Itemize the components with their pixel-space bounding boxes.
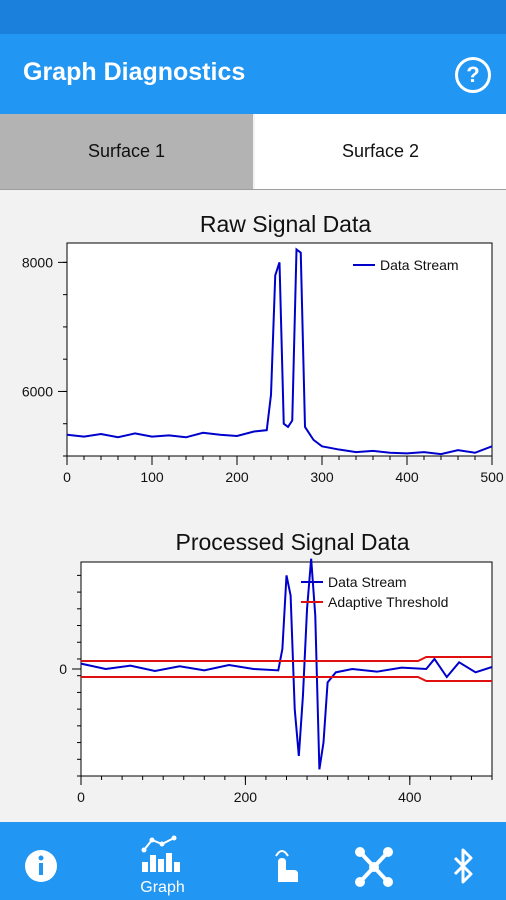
nav-item-network[interactable]: [325, 822, 426, 900]
tab-surface-2[interactable]: Surface 2: [255, 114, 506, 189]
surface-tabs: Surface 1 Surface 2: [0, 114, 506, 190]
threshold-upper-line: [81, 655, 492, 662]
x-tick-label: 400: [398, 789, 422, 805]
x-tick-label: 500: [480, 469, 504, 485]
legend-label: Adaptive Threshold: [328, 594, 448, 610]
charts-canvas: Raw Signal Data 0 100 200 300 400 500 6000 8000 D…: [22, 211, 504, 805]
nav-item-info[interactable]: [0, 822, 101, 900]
chart-area: Raw Signal Data 0 100 200 300 400 500 6000 8000 D…: [0, 190, 506, 822]
app-bar: Graph Diagnostics ?: [0, 34, 506, 114]
nav-item-bluetooth[interactable]: [412, 822, 506, 900]
bottom-nav: Graph: [0, 822, 506, 900]
chart-title: Raw Signal Data: [200, 211, 372, 237]
y-tick-label: 6000: [22, 383, 53, 399]
info-icon: [25, 850, 57, 882]
threshold-lower-line: [81, 676, 492, 683]
tabs-divider: [0, 189, 506, 190]
legend-label: Data Stream: [328, 574, 407, 590]
x-tick-label: 100: [140, 469, 164, 485]
nav-item-touch[interactable]: [234, 822, 335, 900]
y-tick-label: 8000: [22, 254, 53, 270]
x-tick-label: 200: [234, 789, 258, 805]
nav-label-graph: Graph: [140, 879, 185, 896]
bluetooth-icon: [453, 848, 473, 884]
help-circle-icon[interactable]: ?: [455, 57, 491, 93]
touch-icon: [275, 850, 298, 882]
network-icon: [355, 847, 393, 887]
x-tick-label: 300: [310, 469, 334, 485]
y-tick-label: 0: [59, 661, 67, 677]
chart-title: Processed Signal Data: [176, 529, 410, 555]
x-tick-label: 200: [225, 469, 249, 485]
nav-item-graph[interactable]: Graph: [112, 822, 213, 900]
page-title: Graph Diagnostics: [23, 58, 246, 86]
graph-icon: [141, 835, 180, 872]
x-tick-label: 0: [77, 789, 85, 805]
legend-label: Data Stream: [380, 257, 459, 273]
tab-surface-1[interactable]: Surface 1: [0, 114, 253, 189]
status-bar: [0, 0, 506, 34]
x-tick-label: 0: [63, 469, 71, 485]
x-tick-label: 400: [395, 469, 419, 485]
